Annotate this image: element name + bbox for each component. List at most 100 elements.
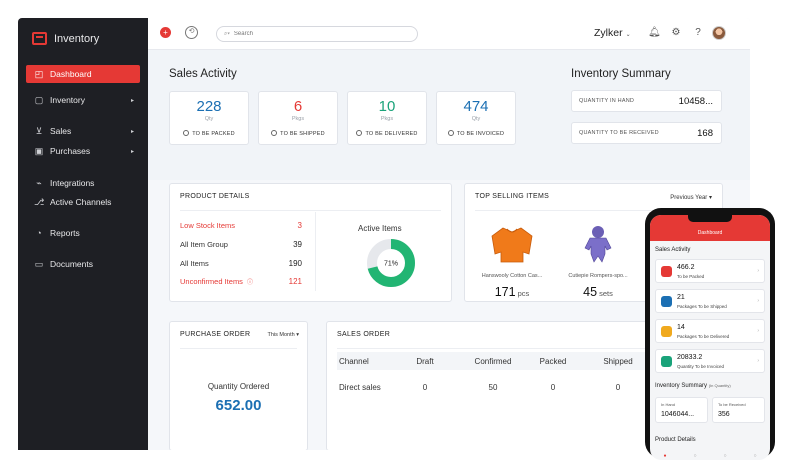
- count-value: 45: [583, 285, 598, 299]
- all-items-row[interactable]: All Items 190: [180, 259, 302, 268]
- all-item-group-row[interactable]: All Item Group 39: [180, 240, 302, 249]
- period-dropdown[interactable]: Previous Year ▾: [670, 194, 712, 201]
- gear-icon[interactable]: ⚙: [671, 27, 681, 38]
- chart-icon: ◔: [36, 228, 42, 238]
- caret-down-icon: ▾: [708, 195, 712, 201]
- chevron-right-icon: ›: [757, 298, 759, 304]
- sidebar-item-purchases[interactable]: ▣ Purchases ▸: [26, 142, 140, 160]
- card-unit: Qty: [204, 116, 214, 122]
- sidebar-item-integrations[interactable]: ⌁ Integrations: [26, 174, 140, 192]
- quantity-to-be-received-label: QUANTITY TO BE RECEIVED: [579, 130, 659, 136]
- expand-arrow-icon: ▸: [130, 148, 134, 155]
- help-icon[interactable]: ?: [695, 27, 701, 38]
- mobile-activity-card[interactable]: 466.2 To be Packed ›: [655, 259, 765, 283]
- sidebar-item-active-channels[interactable]: ⎇ Active Channels: [26, 193, 140, 211]
- history-icon[interactable]: ⟲: [185, 26, 198, 39]
- sidebar-item-label: Dashboard: [50, 69, 92, 79]
- more-tab-icon[interactable]: ○: [753, 453, 757, 459]
- quantity-to-be-received-row[interactable]: QUANTITY TO BE RECEIVED 168: [571, 122, 722, 144]
- card-value: 14: [677, 324, 685, 331]
- brand[interactable]: Inventory: [32, 32, 99, 45]
- status-circle-icon: [183, 130, 190, 136]
- quantity-in-hand-row[interactable]: QUANTITY IN HAND 10458...: [571, 90, 722, 112]
- status-chip-icon: [661, 266, 672, 277]
- top-item-card[interactable]: Hanswooly Cotton Cas... 171 pcs: [473, 224, 551, 299]
- divider: [337, 348, 750, 349]
- create-new-button[interactable]: +: [160, 27, 171, 38]
- quantity-to-be-received-value: 168: [697, 128, 713, 139]
- sidebar-item-label: Reports: [50, 228, 80, 238]
- items-tab-icon[interactable]: ○: [693, 453, 697, 459]
- sales-activity-card[interactable]: 228 Qty TO BE PACKED: [169, 91, 249, 145]
- table-row[interactable]: Direct sales 0 50 0 0: [337, 378, 750, 396]
- bell-icon[interactable]: 🔔︎: [648, 27, 661, 38]
- avatar[interactable]: [712, 26, 726, 40]
- sidebar-item-label: Documents: [50, 259, 93, 269]
- sidebar-item-reports[interactable]: ◔ Reports: [26, 224, 140, 242]
- top-selling-title: TOP SELLING ITEMS: [475, 193, 550, 200]
- card-unit: Pkgs: [291, 116, 305, 122]
- sweater-icon: [491, 227, 533, 263]
- mobile-tab-bar: ● ○ ○ ○: [650, 453, 770, 460]
- sidebar-item-label: Purchases: [50, 146, 91, 156]
- sales-tab-icon[interactable]: ○: [723, 453, 727, 459]
- divider: [180, 348, 297, 349]
- mobile-in-hand-card[interactable]: In Hand 1046044...: [655, 397, 708, 423]
- table-cell: 0: [615, 383, 621, 392]
- sidebar-item-label: Integrations: [50, 178, 95, 188]
- top-bar: + ⟲ ⌕▾ Zylker⌄ 🔔︎ ⚙ ?: [148, 18, 750, 50]
- sales-activity-card[interactable]: 10 Pkgs TO BE DELIVERED: [347, 91, 427, 145]
- column-header: Packed: [539, 357, 567, 366]
- period-value: This Month: [267, 332, 295, 338]
- channel-icon: ⎇: [34, 196, 45, 207]
- card-label-text: TO BE DELIVERED: [365, 131, 418, 137]
- low-stock-items-row[interactable]: Low Stock Items 3: [180, 221, 302, 230]
- table-cell: 0: [550, 383, 556, 392]
- card-unit: Pkgs: [380, 116, 394, 122]
- column-header: Confirmed: [474, 357, 512, 366]
- quantity-in-hand-label: QUANTITY IN HAND: [579, 98, 635, 104]
- sidebar-item-documents[interactable]: ▭ Documents: [26, 255, 140, 273]
- home-tab-icon[interactable]: ●: [663, 453, 667, 459]
- top-item-card[interactable]: Cutiepie Rompers-spo... 45 sets: [559, 224, 637, 299]
- chevron-right-icon: ›: [757, 268, 759, 274]
- row-label: Low Stock Items: [180, 221, 236, 230]
- search-input[interactable]: [233, 31, 384, 37]
- sidebar-item-label: Active Channels: [50, 197, 112, 207]
- active-items-donut: 71%: [367, 239, 415, 287]
- table-cell: 50: [488, 383, 498, 392]
- sales-activity-title: Sales Activity: [169, 68, 237, 80]
- product-details-title: PRODUCT DETAILS: [180, 193, 250, 200]
- sales-activity-card[interactable]: 6 Pkgs TO BE SHIPPED: [258, 91, 338, 145]
- folder-icon: ▭: [34, 258, 44, 269]
- divider: [315, 212, 316, 291]
- table-cell: Direct sales: [339, 383, 381, 392]
- inventory-summary-title: Inventory Summary: [571, 68, 671, 80]
- mobile-to-be-received-card[interactable]: To be Received 356: [712, 397, 765, 423]
- mobile-activity-card[interactable]: 20833.2 Quantity To be Invoiced ›: [655, 349, 765, 373]
- chevron-down-icon: ⌄: [625, 32, 631, 38]
- sales-activity-card[interactable]: 474 Qty TO BE INVOICED: [436, 91, 516, 145]
- period-value: Previous Year: [670, 195, 708, 201]
- card-label: Quantity To be Invoiced: [677, 364, 724, 369]
- unconfirmed-items-row[interactable]: Unconfirmed Items ⓘ 121: [180, 277, 302, 286]
- active-items-title: Active Items: [358, 224, 402, 233]
- period-dropdown[interactable]: This Month ▾: [267, 332, 299, 338]
- org-switcher[interactable]: Zylker ⌄: [594, 27, 631, 39]
- mobile-inventory-summary-title: Inventory Summary (In Quantity): [655, 383, 731, 389]
- card-unit: Qty: [471, 116, 481, 122]
- sidebar-item-dashboard[interactable]: ◰ Dashboard: [26, 65, 140, 83]
- mobile-activity-card[interactable]: 21 Packages To be Shipped ›: [655, 289, 765, 313]
- mobile-screen: Dashboard Sales Activity 466.2 To be Pack…: [650, 215, 770, 460]
- column-header: Shipped: [603, 357, 633, 366]
- caret-down-icon: ▾: [296, 332, 299, 338]
- card-value: 10: [378, 98, 396, 115]
- mobile-activity-card[interactable]: 14 Packages To be Delivered ›: [655, 319, 765, 343]
- mobile-product-details-title: Product Details: [655, 437, 696, 443]
- card-label: TO BE PACKED: [170, 130, 248, 137]
- sidebar-item-inventory[interactable]: ▢ Inventory ▸: [26, 91, 140, 109]
- search-box[interactable]: ⌕▾: [216, 26, 418, 42]
- expand-arrow-icon: ▸: [130, 97, 134, 104]
- sidebar-item-sales[interactable]: ⊻ Sales ▸: [26, 122, 140, 140]
- row-label: All Items: [180, 259, 209, 268]
